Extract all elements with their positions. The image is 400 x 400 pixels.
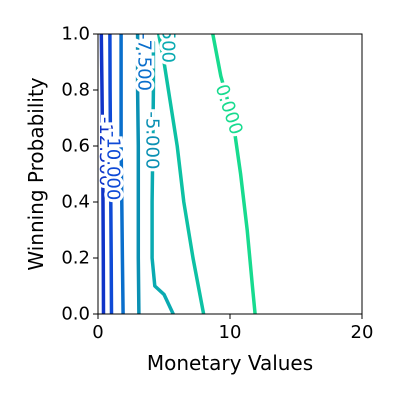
x-axis-ticks: 0 10 20	[92, 314, 373, 343]
contour-line	[108, 34, 114, 314]
contour-labels: -12.500-10.000 -7.500 -5.000 -2.500 0.000	[95, 5, 250, 203]
contour-line	[150, 40, 175, 314]
y-axis-label: Winning Probability	[24, 77, 48, 270]
contour-label: -10.000	[103, 131, 124, 200]
contour-label: -5.000	[142, 111, 163, 169]
contour-line	[211, 34, 257, 314]
y-axis-ticks: 0.0 0.2 0.4 0.6 0.8 1.0	[61, 24, 98, 325]
y-tick-label: 0.6	[61, 136, 90, 157]
contour-line	[156, 34, 206, 314]
y-tick-label: 1.0	[61, 24, 90, 45]
x-axis-label: Monetary Values	[147, 351, 313, 375]
contour-lines	[99, 34, 257, 314]
contour-label: -2.500	[157, 5, 178, 63]
y-tick-label: 0.2	[61, 248, 90, 269]
contour-label: -12.500	[95, 117, 116, 186]
y-tick-label: 0.0	[61, 304, 90, 325]
x-tick-label: 10	[219, 322, 242, 343]
contour-label: -7.500	[134, 33, 155, 91]
contour-line	[135, 34, 141, 314]
y-tick-label: 0.4	[61, 192, 90, 213]
contour-label: 0.000	[211, 82, 247, 137]
y-tick-label: 0.8	[61, 80, 90, 101]
contour-line	[99, 34, 106, 314]
x-tick-label: 0	[92, 322, 103, 343]
contour-line	[119, 34, 125, 314]
x-tick-label: 20	[351, 322, 374, 343]
